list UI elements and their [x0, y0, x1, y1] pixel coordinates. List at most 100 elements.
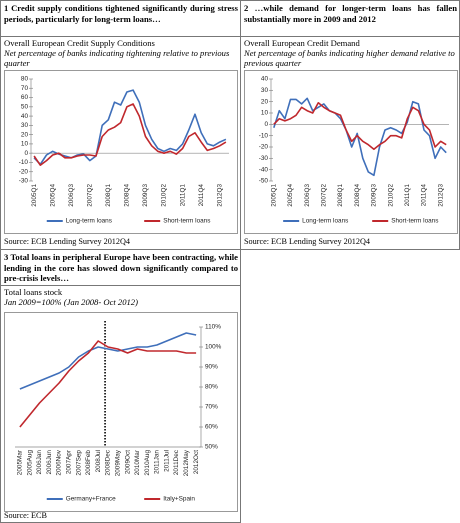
series-line	[33, 103, 227, 166]
legend-label: Short-term loans	[391, 218, 438, 225]
y-tick-label: 50	[21, 104, 29, 111]
x-tick-label: 2005Q1	[31, 184, 38, 207]
x-tick-label: 2006Jun	[46, 450, 53, 475]
divider	[1, 36, 240, 37]
legend-label: Germany+France	[66, 496, 116, 503]
panel: 3 Total loans in peripheral Europe have …	[0, 249, 241, 523]
x-tick-label: 2010Aug	[144, 450, 151, 476]
x-tick-label: 2008Q1	[337, 184, 344, 207]
y-tick-label: -50	[259, 178, 269, 185]
x-tick-label: 2009Oct	[124, 450, 131, 474]
chart-title: Total loans stock	[4, 287, 63, 297]
series-line	[273, 102, 447, 151]
panel: 2 …while demand for longer-term loans ha…	[240, 0, 460, 250]
x-tick-label: 2005Q1	[270, 184, 277, 207]
x-tick-label: 2005Mar	[17, 449, 24, 475]
x-tick-label: 2011Q1	[404, 184, 411, 207]
x-tick-label: 2008Q1	[105, 184, 112, 207]
chart-subtitle: Net percentage of banks indicating highe…	[244, 48, 455, 68]
x-tick-label: 2009Q3	[371, 184, 378, 207]
y-tick-label: 40	[261, 76, 269, 83]
y-tick-label: 100%	[205, 344, 222, 351]
source: Source: ECB Lending Survey 2012Q4	[4, 237, 130, 246]
heading: 2 …while demand for longer-term loans ha…	[244, 3, 457, 24]
y-tick-label: -40	[259, 166, 269, 173]
chart: 50%60%70%80%90%100%110%2005Mar 2005Aug 200…	[4, 312, 238, 512]
y-tick-label: 50%	[205, 444, 218, 451]
series-line	[273, 97, 447, 177]
x-tick-label: 2011Q1	[179, 184, 186, 207]
x-tick-label: 2006Jan	[36, 450, 43, 475]
x-tick-label: 2007Q2	[86, 184, 93, 207]
x-tick-label: 2008Feb	[85, 450, 92, 476]
x-tick-label: 2005Q4	[49, 184, 56, 207]
y-tick-label: -30	[19, 178, 29, 185]
divider	[241, 36, 459, 37]
x-tick-label: 2006Q3	[304, 184, 311, 207]
heading: 3 Total loans in peripheral Europe have …	[4, 252, 238, 283]
chart-subtitle: Net percentage of banks indicating tight…	[4, 48, 230, 68]
x-tick-label: 2007Sep	[75, 450, 82, 476]
series-line	[19, 332, 197, 390]
y-tick-label: 10	[261, 110, 269, 117]
y-tick-label: 0	[24, 150, 28, 157]
heading: 1 Credit supply conditions tightened sig…	[4, 3, 238, 24]
chart-title: Overall European Credit Supply Condition…	[4, 38, 155, 48]
x-tick-label: 2008Q4	[124, 184, 131, 207]
y-tick-label: 30	[21, 122, 29, 129]
y-tick-label: 30	[261, 87, 269, 94]
x-tick-label: 2007Q2	[321, 184, 328, 207]
x-tick-label: 2011Q4	[421, 184, 428, 207]
chart-subtitle: Jan 2009=100% (Jan 2008- Oct 2012)	[4, 297, 138, 307]
y-tick-label: -20	[259, 144, 269, 151]
y-tick-label: -10	[19, 159, 29, 166]
y-tick-label: 60	[21, 94, 29, 101]
series-line	[19, 340, 197, 428]
x-tick-label: 2012May	[183, 449, 190, 476]
y-tick-label: -20	[19, 168, 29, 175]
x-tick-label: 2011Jul	[163, 450, 170, 472]
x-tick-label: 2011Q4	[198, 184, 205, 207]
y-tick-label: 10	[21, 141, 29, 148]
x-tick-label: 2012Oct	[193, 450, 200, 474]
x-tick-label: 2008Dec	[105, 449, 112, 475]
y-tick-label: 20	[261, 98, 269, 105]
x-tick-label: 2010Q2	[387, 184, 394, 207]
x-tick-label: 2008Q4	[354, 184, 361, 207]
y-tick-label: -30	[259, 155, 269, 162]
x-tick-label: 2009Q3	[142, 184, 149, 207]
y-tick-label: 70	[21, 85, 29, 92]
source: Source: ECB	[4, 511, 47, 520]
panel: 1 Credit supply conditions tightened sig…	[0, 0, 241, 250]
y-tick-label: 0	[264, 121, 268, 128]
legend-label: Short-term loans	[163, 218, 210, 225]
x-tick-label: 2005Q4	[287, 184, 294, 207]
chart: -50 -40 -30 -20 -10 0 10 20 30 40 2005Q1 2005Q4 2006…	[244, 70, 458, 234]
x-tick-label: 2006Nov	[56, 449, 63, 475]
y-tick-label: 40	[21, 113, 29, 120]
y-tick-label: 20	[21, 131, 29, 138]
y-tick-label: 90%	[205, 364, 218, 371]
chart: -30 -20 -10 0 10 20 30 40 50 60 70 80 2005Q1 2005Q4 20…	[4, 70, 238, 234]
x-tick-label: 2007Apr	[66, 449, 73, 474]
y-tick-label: 70%	[205, 404, 218, 411]
x-tick-label: 2011Jan	[154, 450, 161, 474]
x-tick-label: 2012Q3	[216, 184, 223, 207]
y-tick-label: 80%	[205, 384, 218, 391]
legend-label: Long-term loans	[302, 218, 348, 225]
y-tick-label: 80	[21, 76, 29, 83]
x-tick-label: 2010Q2	[161, 184, 168, 207]
x-tick-label: 2009May	[114, 449, 121, 476]
y-tick-label: 60%	[205, 424, 218, 431]
chart-title: Overall European Credit Demand	[244, 38, 360, 48]
legend-label: Long-term loans	[66, 218, 112, 225]
series-line	[33, 89, 227, 166]
x-tick-label: 2008Jul	[95, 450, 102, 472]
x-tick-label: 2010Mar	[134, 449, 141, 475]
x-tick-label: 2005Aug	[26, 450, 33, 476]
y-tick-label: -10	[259, 132, 269, 139]
x-tick-label: 2012Q3	[437, 184, 444, 207]
source: Source: ECB Lending Survey 2012Q4	[244, 237, 370, 246]
x-tick-label: 2011Dec	[173, 449, 180, 475]
